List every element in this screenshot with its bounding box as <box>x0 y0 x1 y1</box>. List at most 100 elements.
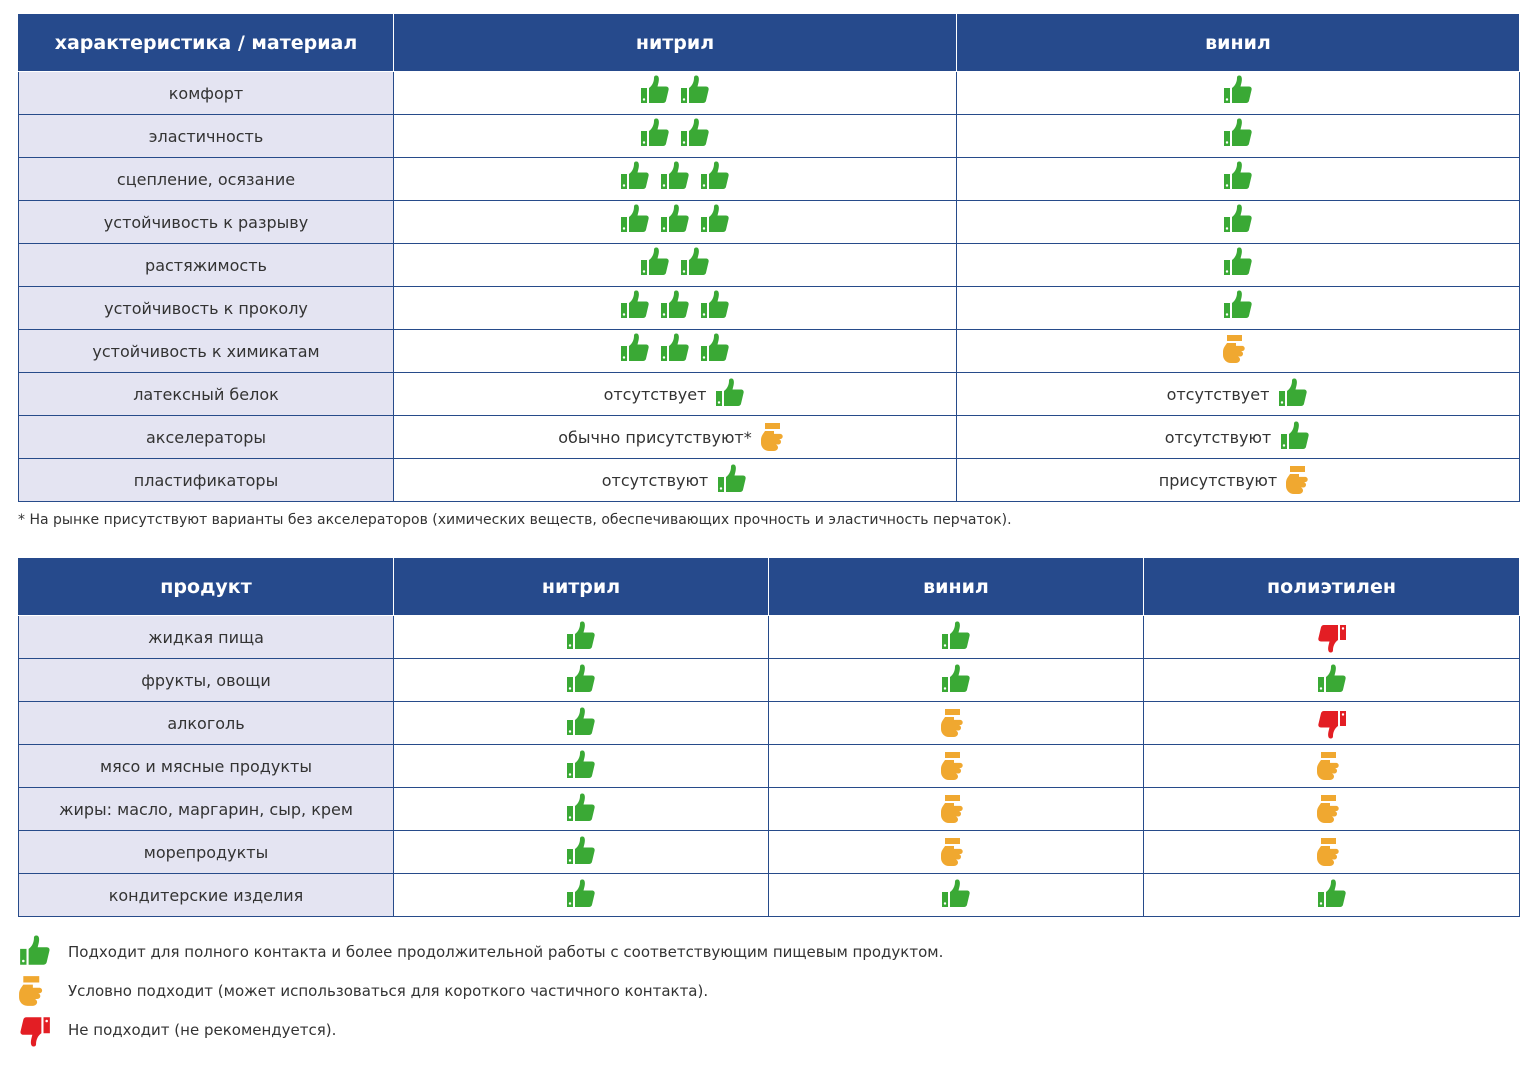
legend-text: Не подходит (не рекомендуется). <box>68 1020 337 1039</box>
thumbs-sideways-icon <box>940 750 972 782</box>
cell-content <box>1222 247 1254 279</box>
vinyl-cell <box>956 286 1520 330</box>
row-label: акселераторы <box>145 427 267 447</box>
row-label: эластичность <box>148 126 264 146</box>
rating-icons <box>1285 464 1317 496</box>
food-suitability-table: продукт нитрил винил полиэтилен жидкая п… <box>18 558 1520 917</box>
rating-icons <box>1279 421 1311 453</box>
thumbs-up-icon <box>940 879 972 911</box>
row-label-cell: алкоголь <box>18 701 394 745</box>
vinyl-cell <box>768 830 1144 874</box>
row-label: жиры: масло, маргарин, сыр, крем <box>59 799 353 819</box>
row-label: сцепление, осязание <box>116 169 296 189</box>
vinyl-cell <box>956 329 1520 373</box>
thumbs-up-icon <box>565 664 597 696</box>
table-row: устойчивость к проколу <box>18 286 1520 330</box>
row-label-cell: сцепление, осязание <box>18 157 394 201</box>
row-label-cell: пластификаторы <box>18 458 394 502</box>
nitrile-cell <box>393 71 957 115</box>
polyethylene-cell <box>1143 787 1520 831</box>
footnote: * На рынке присутствуют варианты без акс… <box>18 512 1012 528</box>
nitrile-cell <box>393 701 769 745</box>
table-row: жидкая пища <box>18 615 1520 659</box>
legend-item: Условно подходит (может использоваться д… <box>18 971 943 1010</box>
cell-content <box>1222 161 1254 193</box>
nitrile-cell <box>393 243 957 287</box>
cell-content <box>639 247 711 279</box>
thumbs-sideways-icon <box>1316 793 1348 825</box>
table-row: устойчивость к химикатам <box>18 329 1520 373</box>
row-label-cell: мясо и мясные продукты <box>18 744 394 788</box>
table-row: сцепление, осязание <box>18 157 1520 201</box>
row-label: комфорт <box>168 83 244 103</box>
thumbs-up-icon <box>1222 290 1254 322</box>
legend-item: Не подходит (не рекомендуется). <box>18 1010 943 1049</box>
vinyl-cell <box>956 200 1520 244</box>
table-row: пластификаторы отсутствуют присутствуют <box>18 458 1520 502</box>
thumbs-up-icon <box>659 290 691 322</box>
row-label-cell: латексный белок <box>18 372 394 416</box>
vinyl-cell: отсутствует <box>956 372 1520 416</box>
row-label: жидкая пища <box>148 627 264 647</box>
vinyl-cell <box>768 701 1144 745</box>
rating-icons <box>619 290 731 322</box>
rating-icons <box>619 333 731 365</box>
legend-text: Подходит для полного контакта и более пр… <box>68 942 944 961</box>
row-label-cell: устойчивость к разрыву <box>18 200 394 244</box>
cell-content: обычно присутствуют* <box>558 421 791 453</box>
table2-body: жидкая пища фрукты, овощи алкоголь мясо и м… <box>18 615 1520 917</box>
row-label-cell: эластичность <box>18 114 394 158</box>
thumbs-up-icon <box>639 118 671 150</box>
table1-header-row: характеристика / материал нитрил винил <box>18 14 1520 72</box>
thumbs-sideways-icon <box>940 793 972 825</box>
nitrile-cell <box>393 157 957 201</box>
rating-icons <box>716 464 748 496</box>
rating-icons <box>619 204 731 236</box>
thumbs-up-icon <box>940 621 972 653</box>
thumbs-up-icon <box>1222 161 1254 193</box>
thumbs-up-icon <box>619 204 651 236</box>
thumbs-down-icon <box>1316 621 1348 653</box>
thumbs-up-icon <box>699 204 731 236</box>
thumbs-up-icon <box>1222 204 1254 236</box>
thumbs-up-icon <box>699 333 731 365</box>
row-label: растяжимость <box>145 255 267 275</box>
table-row: растяжимость <box>18 243 1520 287</box>
thumbs-up-icon <box>1279 421 1311 453</box>
polyethylene-cell <box>1143 830 1520 874</box>
rating-icons <box>1222 204 1254 236</box>
row-label-cell: жидкая пища <box>18 615 394 659</box>
row-label-cell: морепродукты <box>18 830 394 874</box>
thumbs-up-icon <box>619 290 651 322</box>
thumbs-up-icon <box>1316 879 1348 911</box>
row-label: устойчивость к проколу <box>104 298 308 318</box>
cell-text: присутствуют <box>1158 470 1278 490</box>
row-label-cell: фрукты, овощи <box>18 658 394 702</box>
thumbs-up-icon <box>679 118 711 150</box>
thumbs-up-icon <box>619 161 651 193</box>
cell-content: отсутствуют <box>602 464 749 496</box>
nitrile-cell: обычно присутствуют* <box>393 415 957 459</box>
rating-icons <box>1222 290 1254 322</box>
legend-item: Подходит для полного контакта и более пр… <box>18 932 943 971</box>
row-label-cell: жиры: масло, маргарин, сыр, крем <box>18 787 394 831</box>
cell-content: присутствуют <box>1159 464 1317 496</box>
thumbs-up-icon <box>699 290 731 322</box>
table2-header-polyethylene: полиэтилен <box>1143 558 1520 616</box>
cell-content <box>619 204 731 236</box>
polyethylene-cell <box>1143 615 1520 659</box>
rating-icons <box>760 421 792 453</box>
rating-icons <box>1222 247 1254 279</box>
row-label: латексный белок <box>133 384 279 404</box>
thumbs-up-icon <box>1222 118 1254 150</box>
thumbs-sideways-icon <box>1285 464 1317 496</box>
table1-header-nitrile: нитрил <box>393 14 957 72</box>
vinyl-cell <box>956 114 1520 158</box>
vinyl-cell <box>768 787 1144 831</box>
thumbs-up-icon <box>1316 664 1348 696</box>
nitrile-cell <box>393 615 769 659</box>
table-row: устойчивость к разрыву <box>18 200 1520 244</box>
nitrile-cell <box>393 200 957 244</box>
nitrile-cell <box>393 114 957 158</box>
rating-icons <box>1222 333 1254 365</box>
